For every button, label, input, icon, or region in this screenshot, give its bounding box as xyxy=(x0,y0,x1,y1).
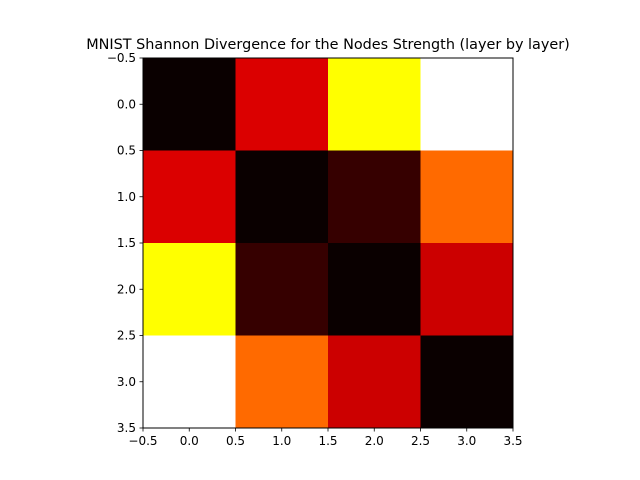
heatmap-cell-r0-c1 xyxy=(235,58,329,151)
heatmap-cell-r1-c1 xyxy=(235,150,329,244)
heatmap-cell-r3-c0 xyxy=(143,335,236,429)
heatmap-cell-r3-c3 xyxy=(420,335,514,429)
heatmap-cell-r1-c3 xyxy=(420,150,514,244)
y-tick-label: 3.5 xyxy=(117,421,136,435)
y-tick-label: 1.5 xyxy=(117,236,136,250)
y-tick-label: −0.5 xyxy=(107,51,136,65)
heatmap-cell-r0-c3 xyxy=(420,58,514,151)
x-tick-label: 2.5 xyxy=(411,434,430,448)
y-tick-label: 2.5 xyxy=(117,329,136,343)
x-tick-label: 3.0 xyxy=(457,434,476,448)
x-axis: −0.5 0.0 0.5 1.0 1.5 2.0 2.5 3.0 3.5 xyxy=(128,428,523,448)
y-axis: −0.5 0.0 0.5 1.0 1.5 2.0 2.5 3.0 3.5 xyxy=(107,51,143,435)
x-tick-label: 2.0 xyxy=(365,434,384,448)
chart-title: MNIST Shannon Divergence for the Nodes S… xyxy=(86,37,570,53)
heatmap-cell-r2-c0 xyxy=(143,243,236,336)
heatmap-cell-r0-c0 xyxy=(143,58,236,151)
x-tick-label: 0.5 xyxy=(226,434,245,448)
heatmap-cell-r0-c2 xyxy=(328,58,421,151)
y-tick-label: 2.0 xyxy=(117,282,136,296)
x-tick-label: 0.0 xyxy=(180,434,199,448)
y-tick-label: 3.0 xyxy=(117,375,136,389)
heatmap-cell-r1-c2 xyxy=(328,150,421,244)
heatmap-cell-r1-c0 xyxy=(143,150,236,244)
heatmap-cells xyxy=(143,58,514,429)
y-tick-label: 0.0 xyxy=(117,97,136,111)
x-tick-label: 1.5 xyxy=(318,434,337,448)
x-tick-label: −0.5 xyxy=(128,434,157,448)
heatmap-cell-r2-c3 xyxy=(420,243,514,336)
x-tick-label: 1.0 xyxy=(272,434,291,448)
heatmap-cell-r3-c2 xyxy=(328,335,421,429)
heatmap-cell-r2-c2 xyxy=(328,243,421,336)
y-tick-label: 1.0 xyxy=(117,190,136,204)
y-tick-label: 0.5 xyxy=(117,144,136,158)
x-tick-label: 3.5 xyxy=(503,434,522,448)
heatmap-cell-r3-c1 xyxy=(235,335,329,429)
heatmap-cell-r2-c1 xyxy=(235,243,329,336)
